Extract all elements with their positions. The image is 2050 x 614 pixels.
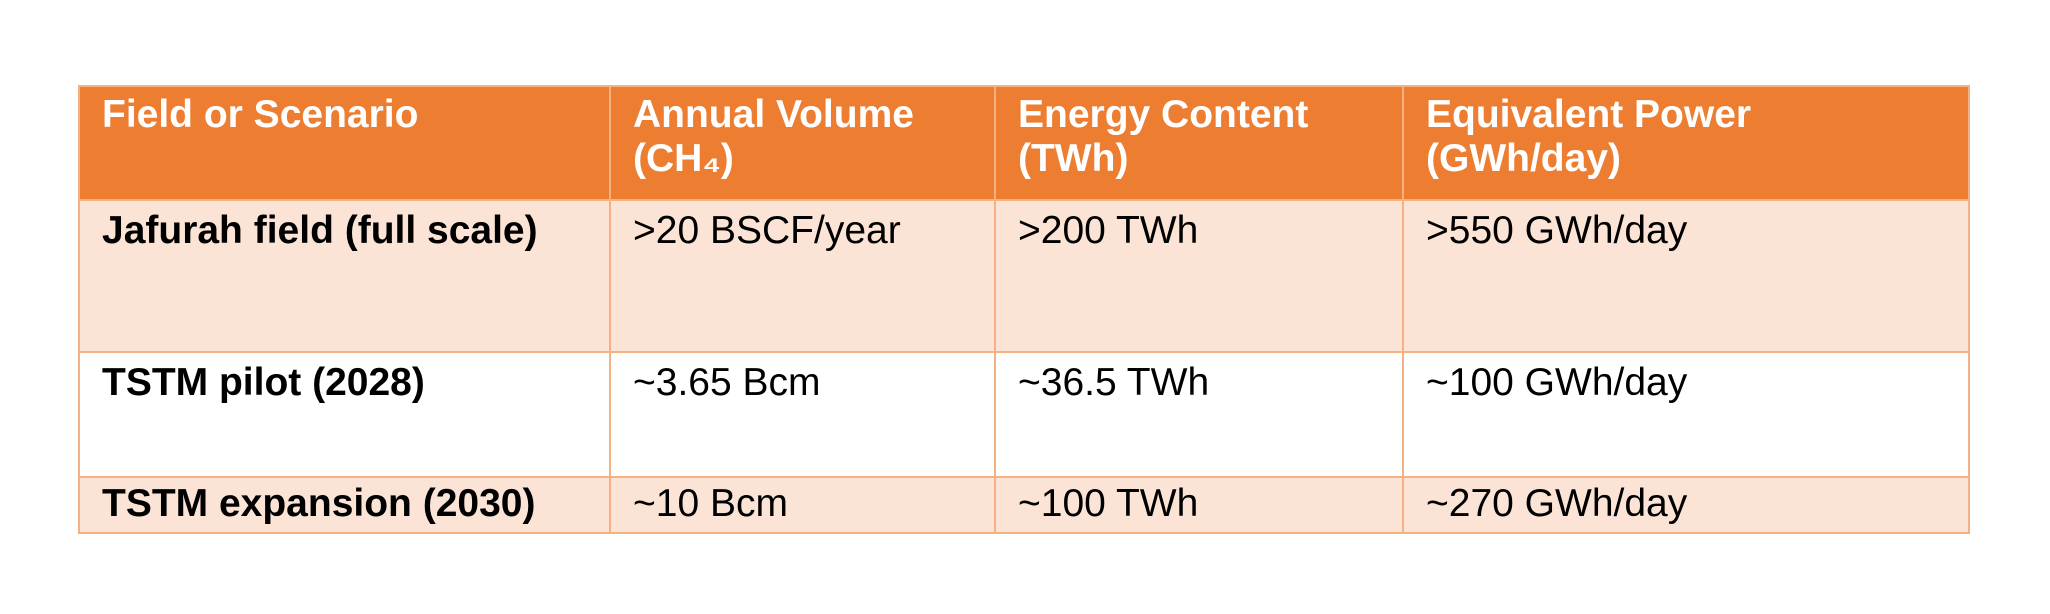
header-label: Annual Volume bbox=[633, 93, 914, 136]
energy-content-cell: >200 TWh bbox=[994, 199, 1404, 353]
row-label: Jafurah field (full scale) bbox=[78, 199, 611, 353]
table-body: Jafurah field (full scale) >20 BSCF/year… bbox=[78, 199, 1970, 534]
header-energy-content: Energy Content (TWh) bbox=[994, 85, 1404, 201]
header-field-or-scenario: Field or Scenario bbox=[78, 85, 611, 201]
table-row: TSTM pilot (2028) ~3.65 Bcm ~36.5 TWh ~1… bbox=[78, 351, 1970, 478]
data-table-container: Field or Scenario Annual Volume (CH₄) En… bbox=[78, 85, 1970, 534]
equivalent-power-cell: ~270 GWh/day bbox=[1402, 476, 1970, 534]
energy-content-cell: ~36.5 TWh bbox=[994, 351, 1404, 478]
header-label: Equivalent Power bbox=[1426, 93, 1752, 136]
header-unit: (GWh/day) bbox=[1426, 137, 1621, 180]
energy-content-cell: ~100 TWh bbox=[994, 476, 1404, 534]
annual-volume-cell: >20 BSCF/year bbox=[609, 199, 996, 353]
header-label: Energy Content bbox=[1018, 93, 1309, 136]
table-header: Field or Scenario Annual Volume (CH₄) En… bbox=[78, 85, 1970, 201]
row-label: TSTM expansion (2030) bbox=[78, 476, 611, 534]
annual-volume-cell: ~10 Bcm bbox=[609, 476, 996, 534]
header-unit: (CH₄) bbox=[633, 137, 734, 180]
header-row: Field or Scenario Annual Volume (CH₄) En… bbox=[78, 85, 1970, 201]
header-equivalent-power: Equivalent Power (GWh/day) bbox=[1402, 85, 1970, 201]
table-row: Jafurah field (full scale) >20 BSCF/year… bbox=[78, 199, 1970, 353]
table-row: TSTM expansion (2030) ~10 Bcm ~100 TWh ~… bbox=[78, 476, 1970, 534]
header-annual-volume: Annual Volume (CH₄) bbox=[609, 85, 996, 201]
equivalent-power-cell: >550 GWh/day bbox=[1402, 199, 1970, 353]
data-table: Field or Scenario Annual Volume (CH₄) En… bbox=[78, 85, 1970, 534]
row-label: TSTM pilot (2028) bbox=[78, 351, 611, 478]
annual-volume-cell: ~3.65 Bcm bbox=[609, 351, 996, 478]
header-label: Field or Scenario bbox=[102, 93, 419, 136]
header-unit: (TWh) bbox=[1018, 137, 1129, 180]
equivalent-power-cell: ~100 GWh/day bbox=[1402, 351, 1970, 478]
